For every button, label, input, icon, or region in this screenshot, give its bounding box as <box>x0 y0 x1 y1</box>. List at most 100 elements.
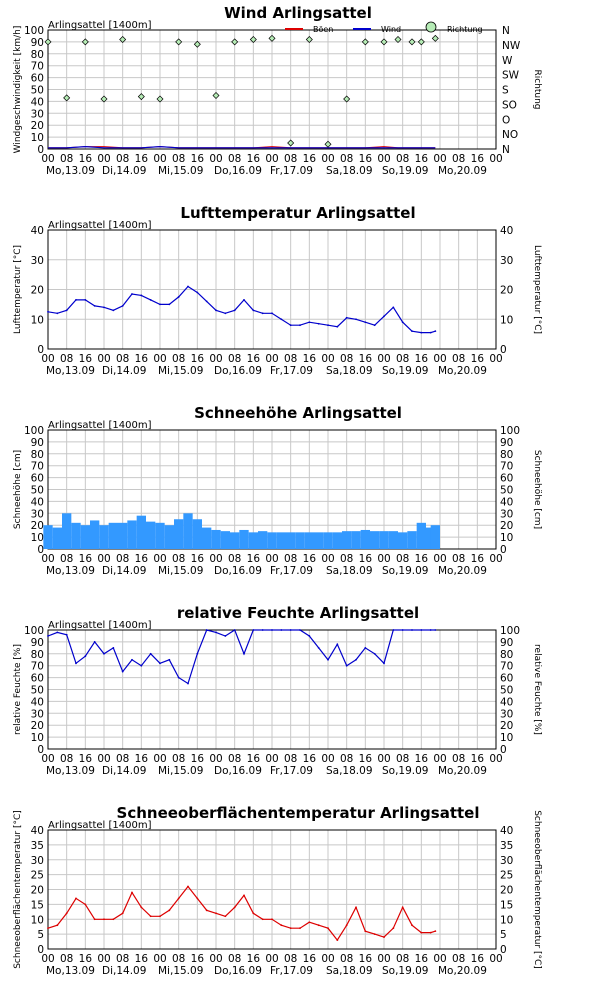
data-point <box>261 918 264 921</box>
x-hour-tick: 08 <box>452 553 465 565</box>
x-hour-tick: 08 <box>116 953 129 965</box>
data-point <box>392 927 395 930</box>
data-point <box>373 933 376 936</box>
x-day-label: Mo,13.09 <box>46 365 95 377</box>
x-hour-tick: 00 <box>265 753 278 765</box>
data-point <box>317 322 320 325</box>
data-point <box>243 652 245 655</box>
direction-point <box>408 38 416 46</box>
y-tick-label-right: 100 <box>500 625 520 637</box>
direction-point <box>137 93 145 101</box>
direction-point <box>417 38 425 46</box>
direction-point <box>231 38 239 46</box>
direction-point <box>212 91 220 99</box>
x-hour-tick: 08 <box>452 353 465 365</box>
data-point <box>103 652 105 655</box>
data-point <box>131 891 133 894</box>
surface-temperature-line <box>47 885 436 942</box>
x-hour-tick: 00 <box>97 753 110 765</box>
legend-label: Wind <box>381 25 401 34</box>
x-day-label: Mi,15.09 <box>158 165 203 177</box>
data-point <box>224 312 227 315</box>
x-hour-tick: 00 <box>489 753 502 765</box>
data-point <box>149 299 152 301</box>
data-point <box>355 658 357 661</box>
data-point <box>271 312 273 315</box>
x-hour-tick: 00 <box>489 953 502 965</box>
x-day-label: Mo,13.09 <box>46 765 95 777</box>
data-point <box>131 658 133 661</box>
x-hour-tick: 00 <box>97 953 110 965</box>
data-point <box>121 304 124 307</box>
y-tick-label-right: 20 <box>500 520 513 532</box>
x-hour-tick: 08 <box>116 553 129 565</box>
x-hour-tick: 08 <box>396 153 409 165</box>
x-hour-tick: 08 <box>284 553 297 565</box>
direction-point <box>119 36 127 44</box>
snow-depth-bar <box>379 531 389 549</box>
direction-tick: SW <box>502 70 520 82</box>
y-tick-label-left: 40 <box>31 696 44 708</box>
x-hour-tick: 00 <box>97 553 110 565</box>
x-hour-tick: 08 <box>228 753 241 765</box>
data-point <box>308 321 311 324</box>
x-hour-tick: 00 <box>489 153 502 165</box>
x-hour-tick: 00 <box>433 953 446 965</box>
snow-depth-bar <box>276 532 286 549</box>
direction-tick: NW <box>502 40 521 52</box>
y-tick-label-left: 80 <box>31 649 44 661</box>
y-axis-label: Schneeoberflächentemperatur [°C] <box>13 810 23 969</box>
data-point <box>140 294 143 297</box>
snow-depth-bar <box>248 532 258 549</box>
y-tick-label-left: 60 <box>31 473 44 485</box>
data-point <box>93 641 96 643</box>
snow-depth-bar <box>90 520 100 549</box>
data-point <box>187 285 189 288</box>
x-hour-tick: 16 <box>471 553 485 565</box>
x-hour-tick: 16 <box>247 553 261 565</box>
data-point <box>187 682 189 685</box>
y-tick-label-left: 0 <box>37 144 44 156</box>
snow-depth-bar <box>155 522 165 549</box>
station-label: Arlingsattel [1400m] <box>48 820 152 831</box>
direction-point <box>81 38 89 46</box>
y-tick-label-right: 30 <box>500 508 513 520</box>
x-hour-tick: 00 <box>377 153 390 165</box>
x-hour-tick: 08 <box>396 353 409 365</box>
snow-depth-bar <box>43 525 53 549</box>
y-tick-label-right: 40 <box>500 825 513 837</box>
y-axis-label-right: Richtung <box>532 69 542 109</box>
data-point <box>383 315 385 318</box>
x-hour-tick: 08 <box>396 553 409 565</box>
direction-point <box>100 95 108 103</box>
x-hour-tick: 08 <box>396 753 409 765</box>
data-point <box>299 629 301 631</box>
data-point <box>112 918 115 921</box>
x-day-label: Do,16.09 <box>214 165 262 177</box>
direction-point <box>324 140 332 148</box>
x-hour-tick: 08 <box>284 753 297 765</box>
y-tick-label-left: 80 <box>31 49 44 61</box>
x-hour-tick: 16 <box>191 153 205 165</box>
y-axis-label-right: Lufttemperatur [°C] <box>532 245 542 334</box>
x-day-label: Mi,15.09 <box>158 565 203 577</box>
y-tick-label-right: 10 <box>500 532 513 544</box>
snow-depth-bar <box>71 522 81 549</box>
data-point <box>434 330 437 333</box>
x-day-label: Mo,13.09 <box>46 565 95 577</box>
x-hour-tick: 16 <box>415 553 429 565</box>
station-label: Arlingsattel [1400m] <box>48 220 152 231</box>
x-hour-tick: 16 <box>247 753 261 765</box>
y-tick-label-right: 60 <box>500 473 513 485</box>
data-point <box>140 906 143 909</box>
data-point <box>308 635 311 637</box>
chart-title: Schneehöhe Arlingsattel <box>194 404 402 422</box>
x-day-label: Mo,20.09 <box>438 765 487 777</box>
x-hour-tick: 00 <box>377 353 390 365</box>
x-hour-tick: 16 <box>247 953 261 965</box>
direction-tick: N <box>502 144 510 156</box>
data-point <box>261 312 264 315</box>
data-point <box>434 930 437 933</box>
data-point <box>103 306 105 309</box>
y-tick-label-left: 30 <box>31 108 44 120</box>
